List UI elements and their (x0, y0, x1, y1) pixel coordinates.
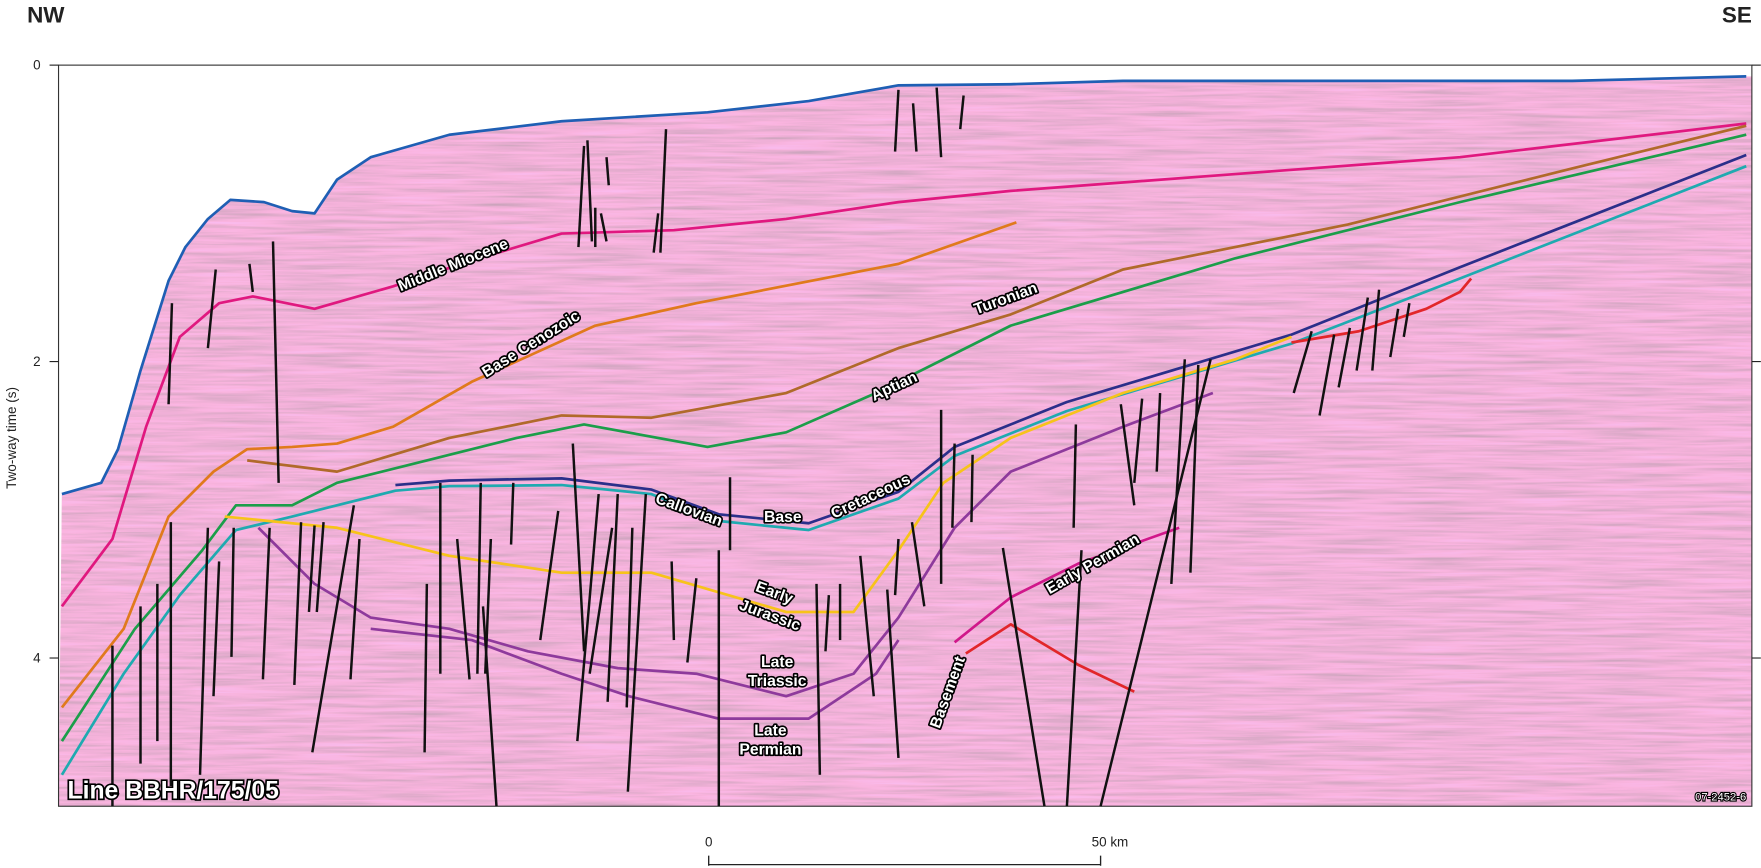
fault (910, 521, 926, 607)
fault (1355, 297, 1370, 371)
seismic-texture (58, 76, 1752, 807)
fault (539, 510, 560, 641)
fault (1371, 289, 1381, 371)
horizon-turonian (247, 124, 1747, 473)
horizon-early-permian (953, 526, 1180, 644)
y-tick-label: 0 (33, 58, 40, 73)
fault (970, 454, 974, 523)
fault (1402, 302, 1411, 338)
fault (935, 87, 943, 158)
fault (951, 443, 956, 528)
fault (1155, 392, 1162, 472)
seismic-section (58, 76, 1752, 807)
fault (1065, 550, 1083, 807)
fault (455, 538, 471, 680)
fault (315, 522, 325, 613)
fault (248, 263, 255, 293)
scale-start-label: 0 (705, 835, 713, 850)
scale-bar: 0 50 km (705, 835, 1128, 866)
fault (652, 213, 660, 253)
fault (206, 269, 217, 349)
y-axis: 0 2 4 (33, 58, 1761, 666)
fault (481, 606, 498, 807)
fault (476, 482, 482, 674)
fault (958, 95, 965, 130)
fault (230, 527, 235, 657)
fault (586, 140, 594, 242)
horizon-label: Base (764, 509, 802, 526)
fault (824, 595, 831, 652)
fault (1001, 547, 1046, 807)
fault (911, 103, 918, 152)
fault (893, 89, 900, 152)
fault (1292, 330, 1313, 394)
y-tick-label: 4 (33, 651, 41, 666)
fault (626, 494, 648, 792)
fault (625, 527, 634, 708)
fault (1072, 424, 1078, 528)
fault (576, 493, 600, 742)
fault (1170, 359, 1187, 584)
fault (1189, 364, 1200, 573)
horizon-middle-miocene (60, 122, 1747, 608)
fault (1337, 327, 1352, 388)
section-frame (57, 64, 1753, 807)
fault (599, 213, 608, 242)
fault (1389, 308, 1400, 358)
y-tick-label: 2 (33, 354, 40, 369)
fault (886, 589, 900, 759)
fault (605, 157, 610, 186)
horizon-base-cenozoic (60, 221, 1017, 709)
fault (307, 525, 316, 613)
fault (271, 241, 280, 483)
fault (670, 561, 676, 641)
fault (659, 129, 668, 253)
fault (686, 578, 698, 663)
axis-label: Two-way time (s) (4, 387, 19, 489)
fault (606, 494, 619, 702)
fault (423, 583, 429, 753)
fault (577, 145, 586, 248)
fault (261, 527, 271, 680)
direction-right: SE (1722, 2, 1752, 27)
fault (1318, 334, 1336, 416)
fault (167, 303, 174, 405)
scale-end-label: 50 km (1092, 835, 1129, 850)
horizon-aptian (60, 133, 1747, 742)
fault (311, 505, 356, 753)
horizon-label: Late (754, 722, 787, 739)
fault (293, 522, 303, 686)
fault (509, 482, 515, 545)
line-label: Line BBHR/175/05 (68, 777, 280, 804)
fault (893, 538, 900, 596)
horizon-early-jurassic (224, 335, 1292, 614)
horizon-base-cretaceous (395, 153, 1747, 525)
seafloor (61, 75, 1747, 496)
fault (1119, 404, 1136, 506)
fault (1099, 359, 1212, 807)
fault (859, 555, 875, 697)
fault (198, 527, 210, 775)
horizon-label: Permian (739, 742, 801, 759)
fault (212, 561, 221, 697)
fault (815, 583, 822, 775)
horizon-label: Late (761, 654, 794, 671)
figure-id: 07-2452-6 (1695, 792, 1746, 804)
fault (1133, 398, 1144, 483)
fault (571, 443, 586, 652)
direction-left: NW (27, 2, 65, 27)
fault (588, 527, 614, 674)
faults (111, 87, 1411, 807)
horizon-late-triassic (257, 391, 1214, 698)
horizon-basement (965, 622, 1135, 693)
horizon-label: Triassic (748, 673, 807, 690)
fault (349, 538, 361, 680)
horizon-basement-se (1291, 277, 1473, 344)
